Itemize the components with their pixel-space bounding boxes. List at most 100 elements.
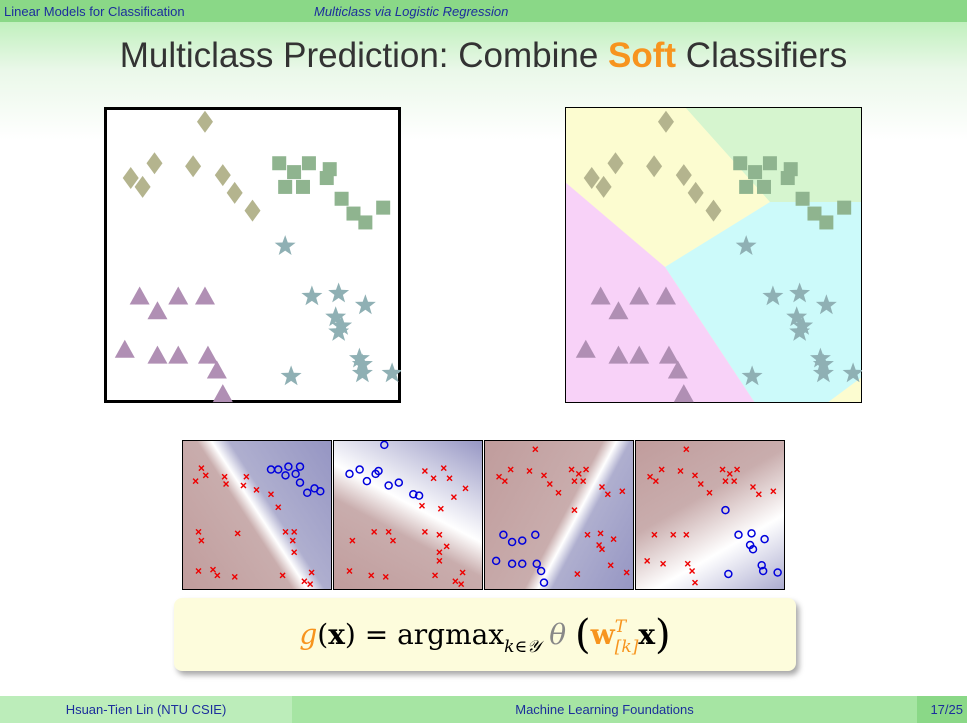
cross-point: [599, 546, 605, 553]
panel-background: [484, 440, 634, 590]
diamond-point: [657, 110, 674, 133]
cross-point: [301, 578, 308, 585]
circle-point: [748, 545, 758, 554]
square-point: [295, 179, 310, 194]
star-point: [735, 235, 757, 255]
formula-argmax: = argmax: [355, 618, 505, 651]
cross-point: [289, 537, 296, 544]
circle-point: [384, 481, 393, 490]
star-point: [351, 362, 373, 383]
cross-point: [253, 486, 260, 493]
diamond-point: [226, 181, 243, 204]
cross-point: [240, 482, 247, 489]
star-point: [789, 321, 811, 341]
cross-point: [195, 528, 202, 535]
square-point: [756, 179, 771, 194]
nav-bar: Linear Models for Classification Multicl…: [0, 0, 967, 22]
circle-point: [414, 491, 424, 500]
cross-point: [432, 572, 439, 579]
cross-point: [677, 468, 684, 474]
cross-point: [607, 562, 614, 569]
cross-point: [755, 491, 762, 498]
cross-point: [584, 531, 591, 538]
star-point: [381, 362, 401, 383]
cross-point: [459, 569, 466, 576]
cross-point: [574, 570, 581, 577]
binary-panel-3: [484, 440, 634, 590]
cross-point: [697, 481, 704, 488]
cross-point: [385, 528, 392, 535]
title-prefix: Multiclass Prediction: Combine: [119, 36, 609, 75]
circle-point: [284, 462, 293, 471]
triangle-point: [147, 301, 168, 320]
cross-point: [421, 528, 428, 535]
diamond-point: [583, 167, 600, 190]
formula-x: x: [328, 618, 345, 651]
star-point: [842, 362, 862, 383]
formula-subscript: k∈𝒴: [504, 637, 541, 657]
star-point: [786, 306, 808, 327]
cross-point: [596, 541, 603, 548]
cross-point: [192, 478, 199, 485]
panel-frame: [635, 440, 785, 590]
binary-panel-4: [635, 440, 785, 590]
circle-point: [355, 465, 364, 474]
formula-w-sub: [k]: [614, 637, 639, 657]
circle-point: [721, 505, 730, 515]
circle-point: [499, 530, 508, 540]
square-point: [287, 165, 302, 180]
cross-point: [580, 478, 587, 485]
circle-point: [380, 440, 389, 450]
panel-frame: [182, 440, 332, 590]
region-triangle: [565, 182, 755, 403]
nav-section[interactable]: Linear Models for Classification: [4, 4, 185, 19]
cross-point: [349, 537, 356, 544]
circle-point: [409, 489, 418, 499]
cross-point: [382, 573, 389, 580]
circle-point: [374, 466, 383, 476]
diamond-point: [675, 164, 692, 187]
square-point: [795, 191, 810, 206]
cross-point: [599, 483, 605, 490]
formula-x2: x: [638, 618, 656, 651]
diamond-point: [244, 199, 261, 222]
formula-box: g(x) = argmaxk∈𝒴 θ (wT[k]x): [174, 598, 796, 671]
star-point: [328, 321, 350, 341]
cross-point: [214, 572, 221, 579]
star-point: [789, 282, 811, 303]
cross-point: [647, 473, 654, 480]
footer-author: Hsuan-Tien Lin (NTU CSIE): [0, 696, 292, 723]
footer-page-number: 17/25: [917, 696, 967, 723]
triangle-point: [114, 339, 135, 358]
cross-point: [722, 478, 729, 485]
cross-point: [371, 528, 378, 535]
cross-point: [443, 543, 450, 550]
cross-point: [619, 488, 626, 495]
panel-background: [333, 440, 483, 590]
cross-point: [234, 530, 241, 537]
scatter-plot-raw: [104, 107, 401, 403]
circle-point: [291, 469, 300, 479]
title-suffix: Classifiers: [676, 36, 848, 75]
binary-panel-1: [182, 440, 332, 590]
star-point: [325, 306, 347, 327]
circle-point: [518, 559, 527, 569]
cross-point: [651, 531, 658, 538]
triangle-point: [673, 384, 694, 403]
diamond-point: [134, 175, 151, 198]
diamond-point: [214, 164, 231, 187]
circle-point: [773, 568, 782, 577]
region-square: [685, 107, 862, 202]
triangle-point: [590, 286, 611, 305]
square-point: [807, 206, 822, 221]
triangle-point: [629, 286, 650, 305]
circle-point: [394, 478, 404, 487]
cross-point: [223, 481, 230, 488]
nav-subsection[interactable]: Multiclass via Logistic Regression: [314, 4, 509, 19]
cross-point: [541, 472, 547, 479]
square-point: [837, 200, 852, 215]
cross-point: [726, 470, 733, 477]
diamond-point: [146, 152, 163, 175]
circle-point: [295, 478, 305, 487]
triangle-point: [655, 286, 676, 305]
